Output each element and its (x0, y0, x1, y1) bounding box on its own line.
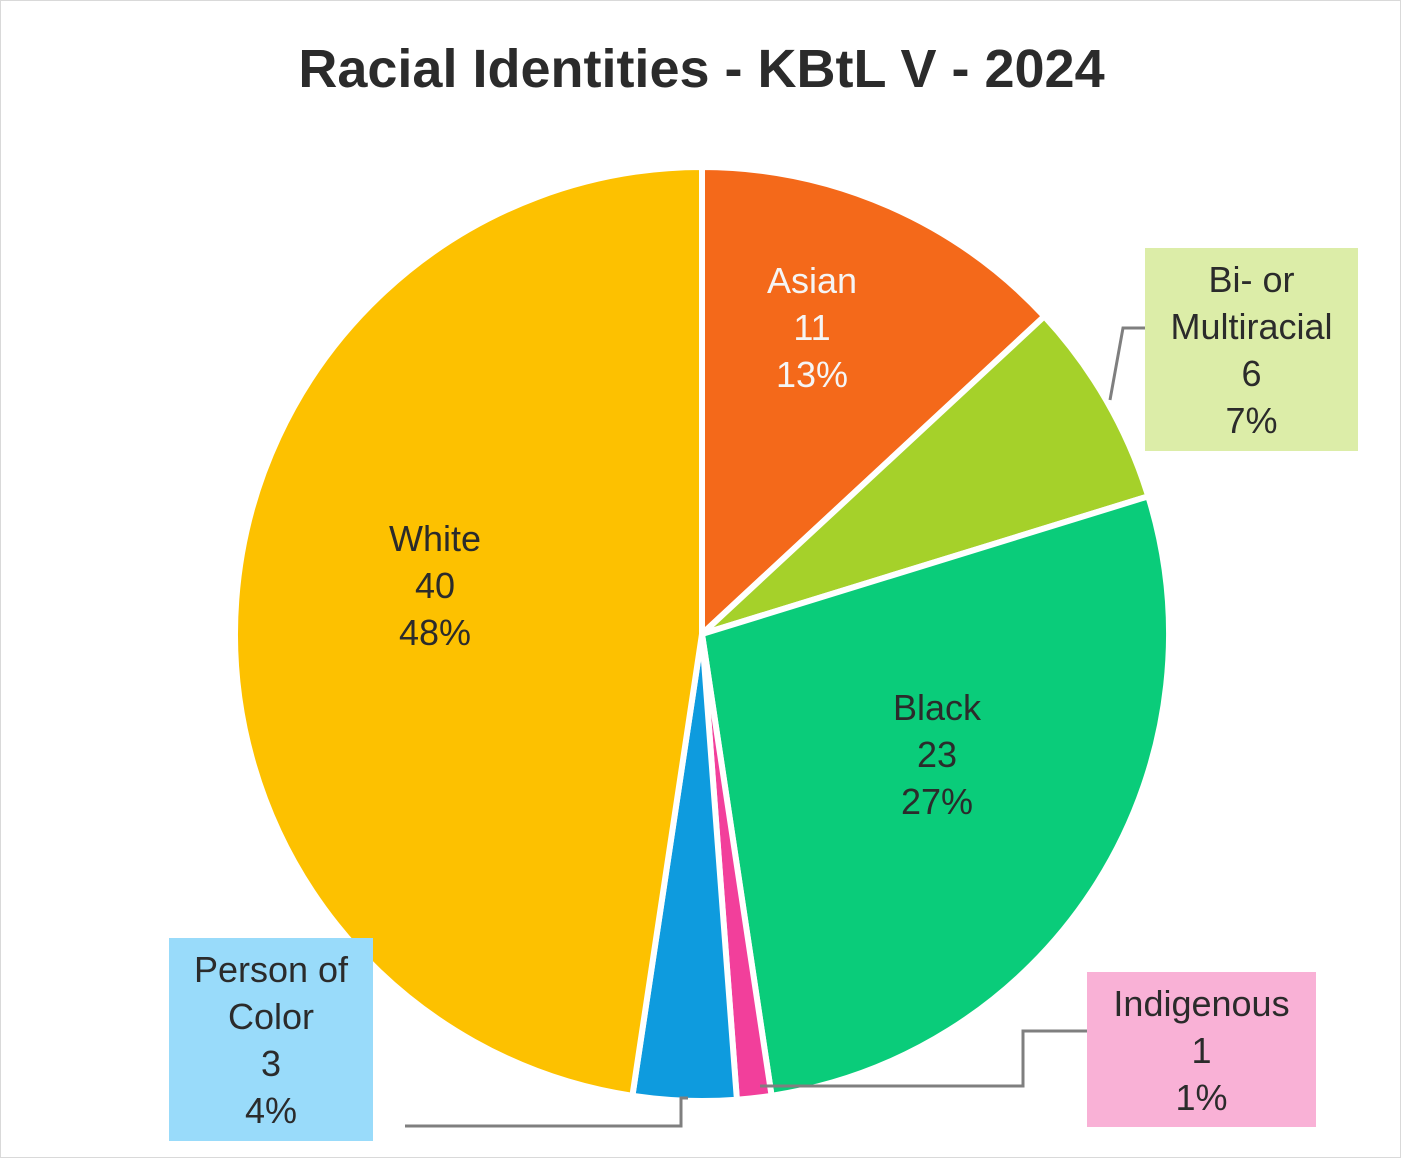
callout-poc-percent: 4% (244, 1090, 298, 1131)
pie-slice-asian (699, 164, 1048, 637)
leader-line-indigenous (760, 1029, 1087, 1088)
label-white-value: 40 (414, 565, 456, 606)
label-black-percent: 27% (900, 781, 974, 822)
callout-multiracial-percent: 7% (1225, 400, 1278, 441)
label-asian-percent: 13% (775, 354, 849, 395)
callout-indigenous: Indigenous 1 1% (1087, 972, 1316, 1127)
callout-multiracial-name-2: Multiracial (1170, 306, 1333, 347)
label-white-name: White (388, 518, 482, 559)
callout-indigenous-percent: 1% (1175, 1077, 1228, 1118)
leader-line-multiracial (1108, 326, 1145, 401)
pie-slice-black (699, 493, 1172, 1099)
label-black: Black 23 27% (837, 684, 1037, 825)
callout-indigenous-value: 1 (1191, 1030, 1212, 1071)
pie-slice-bi-or-multiracial (699, 313, 1152, 637)
callout-multiracial: Bi- or Multiracial 6 7% (1145, 248, 1358, 451)
callout-multiracial-name-1: Bi- or (1208, 259, 1295, 300)
callout-indigenous-name: Indigenous (1113, 983, 1290, 1024)
leader-line-poc (405, 1096, 688, 1128)
callout-poc: Person of Color 3 4% (169, 938, 373, 1141)
callout-poc-name-1: Person of (193, 949, 349, 990)
callout-poc-name-2: Color (227, 996, 315, 1037)
pie-slice-white (232, 164, 705, 1099)
callout-poc-value: 3 (260, 1043, 282, 1084)
label-white-percent: 48% (398, 612, 472, 653)
label-asian-value: 11 (793, 307, 831, 348)
label-black-name: Black (892, 687, 982, 728)
chart-title: Racial Identities - KBtL V - 2024 (298, 39, 1105, 99)
label-black-value: 23 (916, 734, 958, 775)
label-asian: Asian 11 13% (712, 257, 912, 398)
callout-multiracial-value: 6 (1241, 353, 1262, 394)
label-asian-name: Asian (766, 260, 858, 301)
label-white: White 40 48% (335, 515, 535, 656)
